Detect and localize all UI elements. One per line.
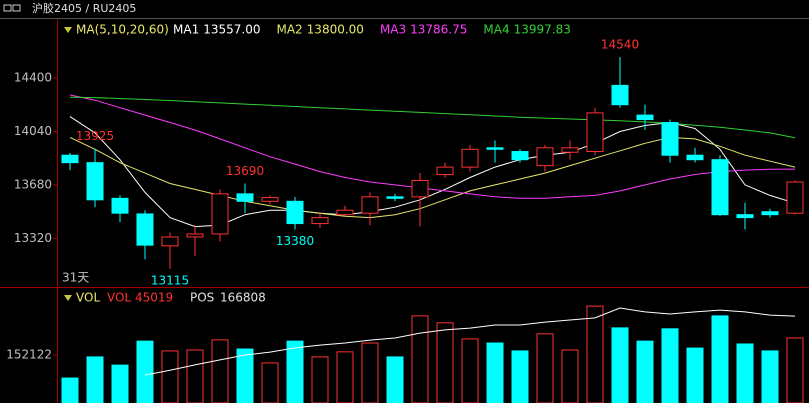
y-tick-label: 13320: [14, 231, 52, 245]
volume-bar: [636, 340, 654, 403]
candle-body: [186, 233, 204, 238]
candle-body: [136, 213, 154, 246]
high-label: 13925: [76, 129, 114, 143]
volume-bar: [111, 364, 129, 403]
volume-bar: [686, 347, 704, 403]
volume-bar: [411, 315, 429, 403]
vol-name: VOL: [107, 291, 131, 305]
candle-body: [686, 154, 704, 161]
candle-body: [236, 193, 254, 202]
instrument-title: 沪胶2405 / RU2405: [32, 1, 136, 15]
volume-bar: [311, 356, 329, 403]
legend-value: 13997.83: [514, 23, 571, 37]
candle-body: [61, 154, 79, 164]
candle-body: [361, 196, 379, 214]
volume-bar: [736, 343, 754, 403]
y-tick-label: 13680: [14, 177, 52, 191]
volume-bar: [361, 342, 379, 403]
vol-indicator-label: VOL: [76, 291, 100, 305]
volume-bar: [486, 342, 504, 403]
pos-name: POS: [190, 291, 214, 305]
candle-body: [536, 147, 554, 167]
candle-body: [711, 159, 729, 216]
volume-bar: [261, 362, 279, 403]
volume-bar: [136, 340, 154, 403]
volume-bar: [336, 351, 354, 403]
candle-body: [661, 122, 679, 156]
legend-value: 13800.00: [307, 23, 364, 37]
candle-body: [461, 148, 479, 168]
legend-value: 13786.75: [410, 23, 467, 37]
low-label: 13380: [276, 234, 314, 248]
legend-value: 13557.00: [203, 23, 260, 37]
icon: [12, 4, 21, 12]
volume-bar: [161, 350, 179, 403]
volume-bar: [661, 328, 679, 403]
volume-bar: [386, 356, 404, 403]
candle-body: [311, 217, 329, 225]
high-label: 14540: [601, 38, 639, 52]
volume-bar: [761, 350, 779, 403]
candle-body: [511, 151, 529, 161]
candle-body: [586, 112, 604, 153]
candle-body: [336, 209, 354, 216]
volume-bar: [61, 377, 79, 403]
volume-bar: [536, 333, 554, 403]
volume-bar: [561, 349, 579, 403]
candle-body: [736, 214, 754, 219]
icon: [3, 4, 12, 12]
legend-name: MA3: [380, 23, 406, 37]
candle-body: [636, 114, 654, 121]
candle-body: [286, 200, 304, 225]
candle-body: [261, 197, 279, 202]
candle-body: [611, 84, 629, 106]
legend-name: MA1: [173, 23, 199, 37]
pos-line: [144, 307, 796, 376]
volume-bar: [786, 337, 804, 403]
volume-bar: [711, 315, 729, 403]
pos-value: 166808: [220, 291, 266, 305]
period-label: 31天: [62, 271, 89, 285]
vol-value: 45019: [135, 291, 173, 305]
candle-body: [436, 166, 454, 176]
candle-body: [561, 147, 579, 153]
volume-bar: [511, 350, 529, 403]
candle-body: [211, 193, 229, 235]
volume-bar: [186, 349, 204, 403]
y-tick-label: 14400: [14, 70, 52, 84]
y-tick-label: 152122: [6, 347, 52, 361]
low-label: 13115: [151, 273, 189, 287]
volume-bar: [86, 356, 104, 403]
collapse-arrow: [64, 295, 72, 301]
volume-bar: [286, 340, 304, 403]
legend-name: MA2: [276, 23, 302, 37]
y-tick-label: 14040: [14, 124, 52, 138]
volume-bar: [586, 305, 604, 403]
volume-bar: [611, 327, 629, 403]
candle-body: [161, 236, 179, 247]
volume-bar: [236, 348, 254, 403]
candle-body: [411, 179, 429, 198]
high-label: 13690: [226, 164, 264, 178]
candle-body: [86, 162, 104, 201]
volume-bar: [461, 338, 479, 403]
ma-line: [69, 94, 796, 199]
volume-bar: [211, 339, 229, 403]
indicator-label: MA(5,10,20,60): [76, 23, 169, 37]
candle-body: [486, 147, 504, 150]
candle-body: [111, 197, 129, 214]
volume-bar: [436, 322, 454, 403]
candle-body: [761, 211, 779, 216]
legend-name: MA4: [483, 23, 509, 37]
collapse-arrow: [64, 27, 72, 33]
candle-body: [786, 181, 804, 214]
candle-body: [386, 196, 404, 199]
